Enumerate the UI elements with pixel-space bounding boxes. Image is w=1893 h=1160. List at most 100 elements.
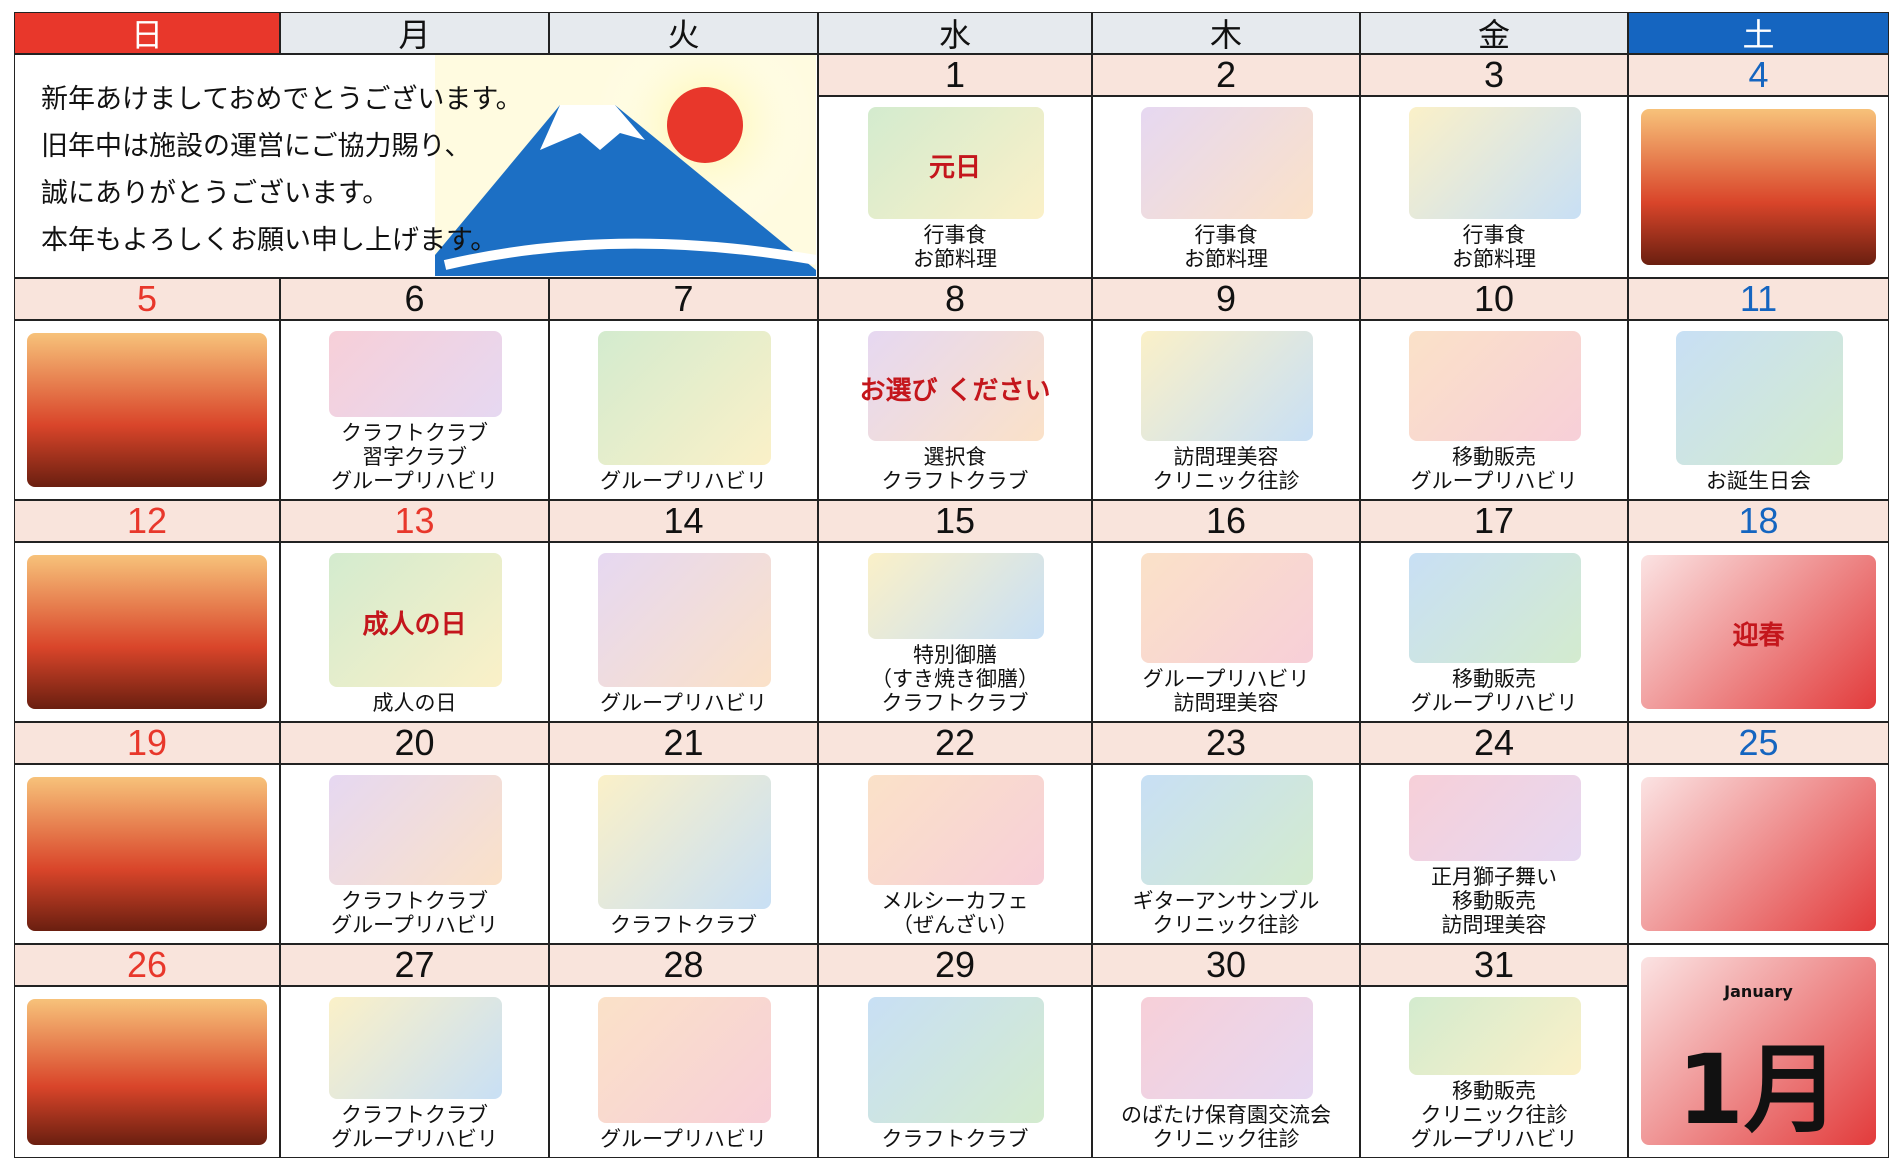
day-cell: クラフトクラブ グループリハビリ [280, 764, 549, 944]
event-text: お誕生日会 [1706, 469, 1811, 493]
sun [667, 87, 743, 163]
illustration [868, 775, 1044, 885]
date-number: 30 [1092, 944, 1360, 986]
date-number: 6 [280, 278, 549, 320]
weekday-header: 水 [818, 12, 1092, 54]
event-text: クラフトクラブ [341, 421, 488, 445]
illustration-text: 成人の日 [362, 610, 467, 640]
day-cell: 訪問理美容 クリニック往診 [1092, 320, 1360, 500]
date-number: 22 [818, 722, 1092, 764]
photo [1641, 555, 1876, 709]
day-cell: 行事食 お節料理 [1092, 96, 1360, 278]
event-text: クラフトクラブ [881, 469, 1029, 493]
event-text: グループリハビリ [600, 469, 767, 493]
event-text: クリニック往診 [1152, 913, 1300, 937]
event-text: ギターアンサンブル [1132, 889, 1320, 913]
day-cell: 行事食 お節料理 [1360, 96, 1628, 278]
date-number: 11 [1628, 278, 1889, 320]
illustration [868, 997, 1044, 1123]
illustration-text: 迎春 [1732, 621, 1785, 651]
illustration [329, 331, 502, 417]
event-text: 移動販売 [1452, 889, 1536, 913]
event-text: グループリハビリ [331, 469, 498, 493]
day-cell [14, 986, 280, 1158]
greeting-box: 新年あけましておめでとうございます。 旧年中は施設の運営にご協力賜り、 誠にありがと… [14, 54, 818, 278]
event-text: クリニック往診 [1420, 1103, 1568, 1127]
day-cell: 成人の日 成人の日 [280, 542, 549, 722]
date-number: 7 [549, 278, 818, 320]
event-text: 移動販売 [1452, 1079, 1536, 1103]
event-text: グループリハビリ [600, 1127, 767, 1151]
event-text: 行事食 [923, 223, 987, 247]
day-cell [14, 764, 280, 944]
event-text: （ぜんざい） [892, 913, 1018, 937]
illustration [1675, 331, 1843, 465]
day-cell [1628, 96, 1889, 278]
day-cell: クラフトクラブ グループリハビリ [280, 986, 549, 1158]
weekday-header: 金 [1360, 12, 1628, 54]
photo [27, 777, 267, 931]
event-text: クリニック往診 [1152, 1127, 1300, 1151]
date-number: 9 [1092, 278, 1360, 320]
day-cell: 移動販売 グループリハビリ [1360, 542, 1628, 722]
event-text: 習字クラブ [362, 445, 467, 469]
day-cell: メルシーカフェ （ぜんざい） [818, 764, 1092, 944]
day-cell: お選び ください 選択食 クラフトクラブ [818, 320, 1092, 500]
date-number: 16 [1092, 500, 1360, 542]
illustration [329, 775, 502, 885]
illustration [1409, 331, 1581, 441]
event-text: クリニック往診 [1152, 469, 1300, 493]
day-cell: 1月 January [1628, 944, 1889, 1158]
illustration [329, 997, 502, 1099]
day-cell: クラフトクラブ [818, 986, 1092, 1158]
date-number: 13 [280, 500, 549, 542]
day-cell [1628, 764, 1889, 944]
illustration-text: お選び ください [859, 376, 1051, 406]
date-number: 15 [818, 500, 1092, 542]
event-text: 移動販売 [1452, 445, 1536, 469]
day-cell: クラフトクラブ 習字クラブ グループリハビリ [280, 320, 549, 500]
event-text: 行事食 [1194, 223, 1258, 247]
illustration [1409, 107, 1581, 219]
mountain [435, 105, 816, 276]
date-number: 26 [14, 944, 280, 986]
date-number: 29 [818, 944, 1092, 986]
fuji-illustration [435, 55, 816, 276]
event-text: グループリハビリ [1142, 667, 1310, 691]
greeting-line: 旧年中は施設の運営にご協力賜り、 [41, 131, 472, 162]
illustration [1409, 553, 1581, 663]
date-number: 10 [1360, 278, 1628, 320]
illustration [598, 331, 771, 465]
greeting-line: 誠にありがとうございます。 [41, 178, 390, 209]
date-number: 2 [1092, 54, 1360, 96]
date-number: 12 [14, 500, 280, 542]
day-cell [14, 542, 280, 722]
day-cell: グループリハビリ [549, 986, 818, 1158]
event-text: クラフトクラブ [881, 1127, 1029, 1151]
day-cell: 迎春 [1628, 542, 1889, 722]
date-number: 28 [549, 944, 818, 986]
event-text: （すき焼き御膳） [871, 667, 1039, 691]
cloud [443, 238, 816, 270]
event-text: お節料理 [1184, 247, 1268, 271]
date-number: 14 [549, 500, 818, 542]
illustration-text: 1月 [1677, 1034, 1840, 1146]
greeting-line: 新年あけましておめでとうございます。 [41, 84, 523, 115]
event-text: 訪問理美容 [1173, 445, 1279, 469]
illustration [598, 553, 771, 687]
day-cell [14, 320, 280, 500]
event-text: 訪問理美容 [1173, 691, 1279, 715]
event-text: グループリハビリ [331, 913, 498, 937]
event-text: 特別御膳 [913, 643, 997, 667]
day-cell: 移動販売 クリニック往診 グループリハビリ [1360, 986, 1628, 1158]
event-text: グループリハビリ [1410, 691, 1578, 715]
date-number: 19 [14, 722, 280, 764]
illustration [1141, 107, 1313, 219]
day-cell: 移動販売 グループリハビリ [1360, 320, 1628, 500]
event-text: クラフトクラブ [881, 691, 1029, 715]
date-number: 27 [280, 944, 549, 986]
illustration [1141, 775, 1313, 885]
photo [1641, 777, 1876, 931]
day-cell: のばたけ保育園交流会 クリニック往診 [1092, 986, 1360, 1158]
